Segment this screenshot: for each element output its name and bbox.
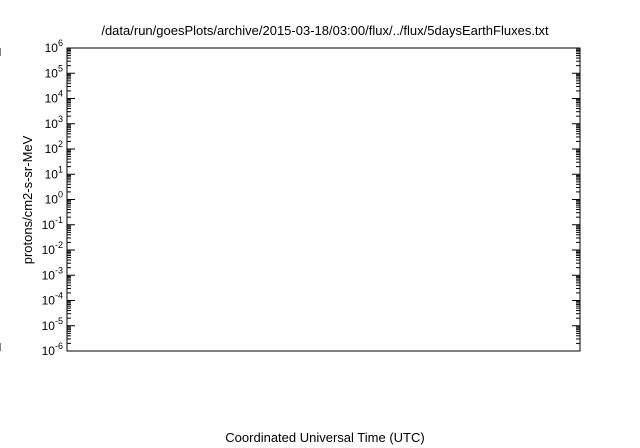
y-axis-label: protons/cm2-s-sr-MeV: [20, 135, 35, 264]
y-tick-exponent: 4: [58, 89, 63, 99]
y-tick-base: 10: [45, 66, 59, 80]
y-tick-label: 100: [45, 190, 63, 207]
y-tick-base: 10: [42, 268, 56, 282]
y-tick-label: 101: [45, 164, 63, 181]
y-tick-label: 10-5: [42, 316, 63, 333]
y-tick-exponent: -1: [55, 215, 63, 225]
y-tick-exponent: 0: [58, 190, 63, 200]
y-tick-label: 105: [45, 63, 63, 80]
y-tick-exponent: -5: [55, 316, 63, 326]
y-tick-exponent: -2: [55, 240, 63, 250]
y-tick-base: 10: [45, 142, 59, 156]
y-tick-exponent: 6: [58, 38, 63, 48]
y-tick-label: 10-6: [42, 341, 63, 358]
y-tick-base: 10: [45, 117, 59, 131]
y-tick-base: 10: [45, 92, 59, 106]
y-tick-label: 106: [45, 38, 63, 55]
y-tick-exponent: -6: [55, 341, 63, 351]
y-tick-label: 10-2: [42, 240, 63, 257]
y-tick-exponent: -3: [55, 265, 63, 275]
y-tick-exponent: -4: [55, 291, 63, 301]
y-tick-exponent: 2: [58, 139, 63, 149]
y-tick-label: 10-1: [42, 215, 63, 232]
plot-frame: [66, 47, 581, 352]
chart-title: /data/run/goesPlots/archive/2015-03-18/0…: [101, 23, 549, 38]
y-tick-label: 10-3: [42, 265, 63, 282]
y-tick-exponent: 1: [58, 164, 63, 174]
y-tick-base: 10: [45, 193, 59, 207]
y-tick-label: 104: [45, 89, 63, 106]
y-tick-base: 10: [45, 41, 59, 55]
y-tick-label: 102: [45, 139, 63, 156]
y-tick-base: 10: [42, 218, 56, 232]
y-tick-base: 10: [42, 319, 56, 333]
y-tick-label: 103: [45, 114, 63, 131]
y-tick-exponent: 3: [58, 114, 63, 124]
x-axis-label: Coordinated Universal Time (UTC): [225, 430, 424, 445]
y-tick-base: 10: [42, 344, 56, 358]
y-tick-base: 10: [42, 243, 56, 257]
y-tick-base: 10: [42, 294, 56, 308]
y-tick-label: 10-4: [42, 291, 63, 308]
y-tick-exponent: 5: [58, 63, 63, 73]
y-tick-base: 10: [45, 167, 59, 181]
